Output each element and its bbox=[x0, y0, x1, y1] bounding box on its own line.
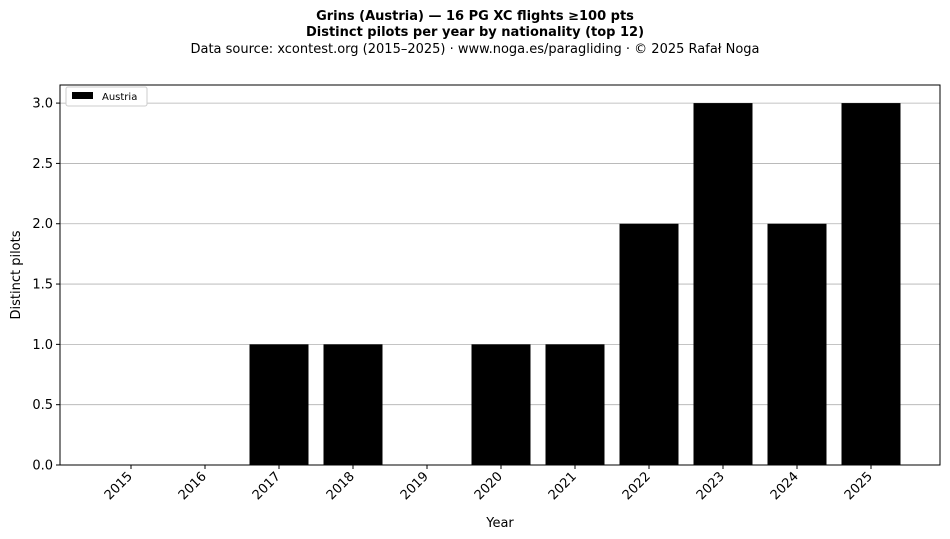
x-tick-label-2019: 2019 bbox=[398, 469, 432, 503]
chart-source: Data source: xcontest.org (2015–2025) · … bbox=[190, 42, 760, 57]
y-tick-label: 2.0 bbox=[32, 217, 53, 232]
x-tick-label-2021: 2021 bbox=[546, 469, 580, 503]
bars bbox=[249, 103, 901, 465]
bar-2017 bbox=[249, 344, 309, 465]
x-tick-label-2015: 2015 bbox=[102, 469, 136, 503]
x-tick-label-2018: 2018 bbox=[324, 469, 358, 503]
x-tick-label-2023: 2023 bbox=[694, 469, 728, 503]
legend-label-austria: Austria bbox=[102, 92, 137, 103]
x-axis: 2015 2016 2017 2018 2019 2020 2021 2022 2023 2024… bbox=[102, 465, 876, 503]
legend-box bbox=[65, 86, 148, 107]
bar-2022 bbox=[619, 223, 679, 465]
x-tick-label-2020: 2020 bbox=[472, 469, 506, 503]
y-tick-label: 2.5 bbox=[32, 157, 53, 172]
chart-title: Grins (Austria) — 16 PG XC flights ≥100 … bbox=[316, 9, 634, 24]
x-tick-label-2025: 2025 bbox=[842, 469, 876, 503]
y-tick-label: 0.5 bbox=[32, 398, 53, 413]
legend: Austria bbox=[65, 86, 148, 107]
bar-2021 bbox=[545, 344, 605, 465]
y-axis: 0.0 0.5 1.0 1.5 2.0 2.5 3.0 bbox=[32, 97, 60, 474]
x-tick-label-2016: 2016 bbox=[176, 469, 210, 503]
bar-2024 bbox=[767, 223, 827, 465]
x-tick-label-2024: 2024 bbox=[768, 469, 802, 503]
plot-frame bbox=[59, 84, 941, 466]
x-axis-label: Year bbox=[485, 516, 514, 531]
chart-title-block: Grins (Austria) — 16 PG XC flights ≥100 … bbox=[0, 9, 950, 58]
bar-2020 bbox=[471, 344, 531, 465]
bar-2018 bbox=[323, 344, 383, 465]
y-tick-label: 0.0 bbox=[32, 459, 53, 474]
bar-2025 bbox=[841, 103, 901, 465]
legend-swatch-austria bbox=[72, 92, 93, 99]
y-tick-label: 1.0 bbox=[32, 338, 53, 353]
x-tick-label-2017: 2017 bbox=[250, 469, 284, 503]
bar-2023 bbox=[693, 103, 753, 465]
y-axis-label: Distinct pilots bbox=[9, 230, 24, 319]
chart-subtitle: Distinct pilots per year by nationality … bbox=[305, 25, 645, 40]
x-tick-label-2022: 2022 bbox=[620, 469, 654, 503]
y-tick-label: 1.5 bbox=[32, 278, 53, 293]
y-tick-label: 3.0 bbox=[32, 97, 53, 112]
